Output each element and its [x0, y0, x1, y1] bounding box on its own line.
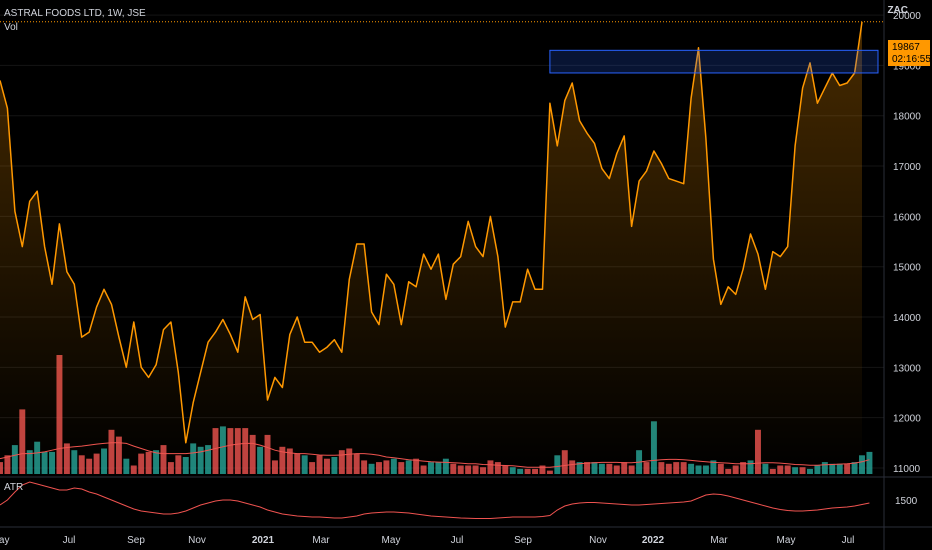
- resistance-box-rect: [549, 49, 879, 74]
- currency-label: ZAC: [887, 5, 908, 16]
- symbol-title: ASTRAL FOODS LTD, 1W, JSE: [4, 8, 146, 19]
- price-area: [0, 21, 863, 474]
- time-tick-label: Nov: [589, 535, 607, 546]
- price-tick-label: 18000: [893, 112, 921, 123]
- price-tick-label: 12000: [893, 414, 921, 425]
- price-tick-label: 15000: [893, 263, 921, 274]
- time-tick-label: 2021: [252, 535, 275, 546]
- last-price-tag: 19867 02:16:55: [888, 40, 931, 66]
- time-tick-label: Mar: [312, 535, 330, 546]
- time-tick-label: May: [382, 535, 401, 546]
- atr-line: [0, 481, 870, 519]
- atr-tick-label: 1500: [895, 496, 918, 507]
- price-tick-label: 19000: [893, 61, 921, 72]
- time-tick-label: May: [0, 535, 9, 546]
- price-tick-label: 14000: [893, 313, 921, 324]
- time-axis[interactable]: May Jul Sep Nov 2021 Mar May Jul Sep Nov 2022 Mar Ma…: [0, 535, 854, 546]
- price-tick-label: 16000: [893, 212, 921, 223]
- atr-pane: [0, 481, 870, 519]
- time-tick-label: Sep: [127, 535, 145, 546]
- price-axis[interactable]: 11000 12000 13000 14000 15000 16000 17000 18000…: [893, 11, 921, 507]
- price-tick-label: 13000: [893, 363, 921, 374]
- time-tick-label: Nov: [188, 535, 206, 546]
- price-area-fill: [0, 21, 862, 474]
- time-tick-label: Sep: [514, 535, 532, 546]
- price-tick-label: 17000: [893, 162, 921, 173]
- time-tick-label: Jul: [63, 535, 76, 546]
- time-tick-label: Jul: [842, 535, 855, 546]
- price-line: [0, 21, 863, 444]
- bar-countdown: 02:16:55: [892, 54, 931, 65]
- time-tick-label: May: [777, 535, 796, 546]
- volume-label: Vol: [4, 22, 18, 33]
- time-tick-label: 2022: [642, 535, 665, 546]
- volume-bar: [866, 451, 873, 474]
- time-tick-label: Jul: [451, 535, 464, 546]
- resistance-box[interactable]: [549, 49, 879, 74]
- atr-label: ATR: [4, 482, 24, 493]
- last-price-value: 19867: [892, 42, 920, 53]
- price-tick-label: 20000: [893, 11, 921, 22]
- price-tick-label: 11000: [893, 464, 921, 475]
- time-tick-label: Mar: [710, 535, 728, 546]
